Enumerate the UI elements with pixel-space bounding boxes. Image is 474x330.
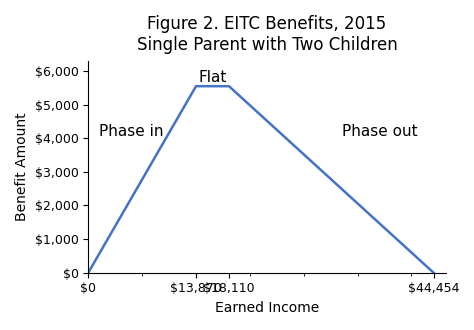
Title: Figure 2. EITC Benefits, 2015
Single Parent with Two Children: Figure 2. EITC Benefits, 2015 Single Par… bbox=[137, 15, 397, 54]
Y-axis label: Benefit Amount: Benefit Amount bbox=[15, 113, 29, 221]
Text: Phase in: Phase in bbox=[99, 124, 163, 139]
X-axis label: Earned Income: Earned Income bbox=[215, 301, 319, 315]
Text: Flat: Flat bbox=[199, 70, 227, 85]
Text: Phase out: Phase out bbox=[342, 124, 418, 139]
